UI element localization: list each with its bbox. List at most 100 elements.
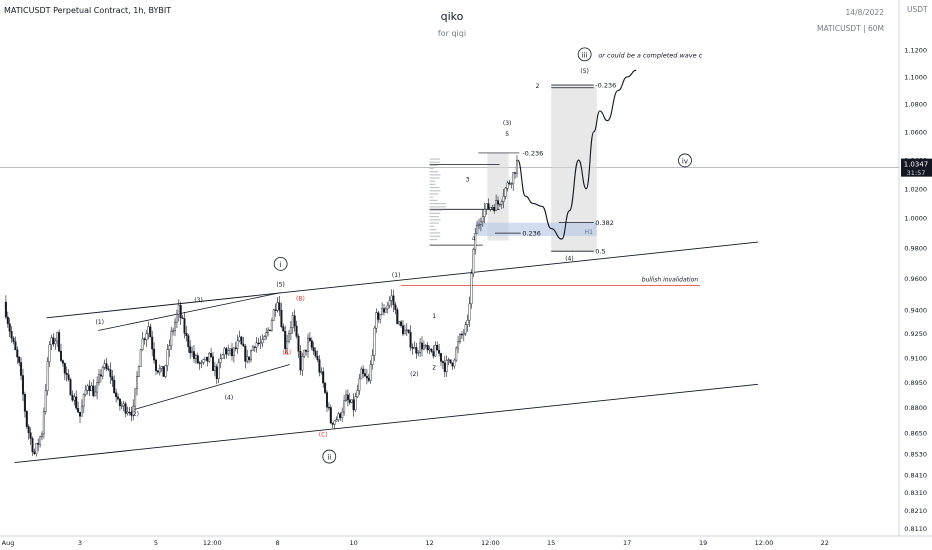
volume-bar xyxy=(429,219,441,221)
author-name: qiko xyxy=(441,10,464,23)
candle-body xyxy=(301,356,304,371)
candle-body xyxy=(259,342,262,344)
candle-body xyxy=(187,335,190,348)
candle-body xyxy=(78,411,81,417)
candle-body xyxy=(170,331,173,346)
candle-body xyxy=(278,302,281,311)
wave-label: (2) xyxy=(130,411,139,418)
candle-body xyxy=(33,451,36,454)
candle-body xyxy=(16,349,19,358)
candle-body xyxy=(42,411,45,435)
candle-body xyxy=(462,333,465,335)
candle-body xyxy=(63,363,66,374)
candle-body xyxy=(8,323,11,332)
candle-body xyxy=(82,394,85,407)
wave-label: (4) xyxy=(225,394,234,401)
candle-body xyxy=(326,392,329,408)
candle-body xyxy=(111,376,114,381)
price-tick-label: 0.8800 xyxy=(904,404,927,412)
wave-label: (5) xyxy=(580,68,589,75)
time-tick-label: 15 xyxy=(547,539,555,547)
candle-body xyxy=(297,336,300,352)
candle-body xyxy=(126,411,129,414)
candle-body xyxy=(27,426,30,433)
wave-label: (3) xyxy=(503,120,512,127)
wave-label: (2) xyxy=(410,371,419,378)
wave-label: (C) xyxy=(319,432,328,439)
current-price-tag: 1.0347 31:57 xyxy=(901,158,932,177)
wave-label-iv: iv xyxy=(682,157,688,165)
candle-body xyxy=(52,337,55,345)
candle-body xyxy=(438,349,441,354)
candle-body xyxy=(384,308,387,313)
volume-bar xyxy=(429,206,446,208)
wave-label: (1) xyxy=(96,319,105,326)
candle-body xyxy=(230,348,233,357)
candle-body xyxy=(88,385,91,392)
projection-path xyxy=(517,69,637,240)
candle-body xyxy=(210,353,213,357)
candle-body xyxy=(295,325,298,337)
candle-body xyxy=(240,336,243,345)
price-tag-countdown: 31:57 xyxy=(907,169,926,177)
volume-bar xyxy=(429,238,438,241)
candle-body xyxy=(177,305,180,315)
time-tick-label: 12:00 xyxy=(755,539,774,547)
volume-bar xyxy=(429,174,441,176)
candle-body xyxy=(415,347,418,354)
candle-body xyxy=(31,438,34,452)
candle-body xyxy=(185,333,188,336)
candle-body xyxy=(90,385,93,392)
candle-body xyxy=(398,321,401,325)
candle-body xyxy=(135,376,138,390)
candle-body xyxy=(403,330,406,335)
wedge-lower-line xyxy=(134,364,290,410)
wave-label-ii: ii xyxy=(327,454,331,462)
wave-label: (B) xyxy=(296,295,305,302)
candle-body xyxy=(402,325,405,335)
candle-body xyxy=(364,373,367,377)
candle-body xyxy=(479,221,482,225)
candle-body xyxy=(481,216,484,223)
price-tick-label: 0.9250 xyxy=(904,330,927,338)
price-tick-label: 0.8950 xyxy=(904,379,927,387)
candle-body xyxy=(324,382,327,393)
candle-body xyxy=(145,333,148,340)
candle-body xyxy=(20,362,23,376)
candle-body xyxy=(41,433,44,438)
candle-body xyxy=(455,347,458,361)
candle-body xyxy=(128,411,131,414)
candle-body xyxy=(430,348,433,352)
candle-body xyxy=(299,351,302,371)
volume-bar xyxy=(429,215,439,218)
candle-body xyxy=(377,312,380,320)
wave-label: 5 xyxy=(505,131,509,138)
candle-body xyxy=(116,396,119,400)
candle-body xyxy=(405,329,408,331)
candles xyxy=(4,155,519,457)
candle-body xyxy=(354,396,357,411)
candle-body xyxy=(267,329,270,333)
time-axis: Aug 3 5 12:00 8 10 12 12:00 15 17 19 12:00 22 xyxy=(2,539,829,547)
candle-body xyxy=(312,347,315,352)
candle-body xyxy=(373,327,376,356)
candle-body xyxy=(153,348,156,361)
candle-body xyxy=(4,301,7,318)
volume-bar xyxy=(429,225,435,227)
candle-body xyxy=(50,337,53,346)
candle-body xyxy=(356,390,359,397)
price-tick-label: 0.8110 xyxy=(904,525,927,533)
candle-body xyxy=(265,332,268,337)
candle-body xyxy=(339,413,342,418)
volume-bar xyxy=(429,183,436,185)
candle-body xyxy=(426,345,429,351)
candle-body xyxy=(37,443,40,445)
candle-body xyxy=(244,345,247,362)
candle-body xyxy=(392,295,395,306)
price-tick-label: 0.8310 xyxy=(904,489,927,497)
candle-body xyxy=(270,320,273,331)
candle-body xyxy=(335,419,338,422)
candle-body xyxy=(97,374,100,383)
